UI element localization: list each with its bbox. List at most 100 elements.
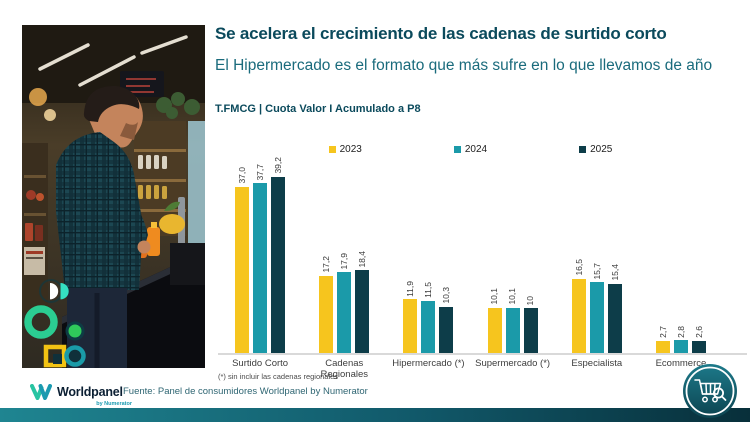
bar-with-label: 15,7	[589, 160, 604, 353]
bar-2025	[271, 176, 286, 353]
bar-value-label: 2,8	[675, 325, 686, 338]
logo-brand-text: Worldpanel	[57, 385, 123, 399]
bar-value-label: 17,9	[339, 252, 349, 270]
bar-2025	[355, 270, 370, 353]
bar-2025	[439, 306, 454, 353]
chart-footnote: (*) sin incluir las cadenas regionales	[218, 372, 339, 381]
bar-2024	[421, 301, 436, 353]
bar-group: 10,1 10,1 10	[471, 160, 555, 353]
bar-with-label: 16,5	[571, 160, 586, 353]
bar-with-label: 10,1	[487, 160, 502, 353]
chart-kicker: T.FMCG | Cuota Valor I Acumulado a P8	[215, 103, 421, 115]
category-label: Surtido Corto	[232, 358, 289, 369]
bar-2024	[337, 272, 352, 353]
decor-ring-teal	[64, 345, 86, 367]
bar-group: 16,5 15,7 15,4	[555, 160, 639, 353]
category-label: Hipermercado (*)	[392, 358, 465, 369]
bar-value-label: 10,1	[507, 288, 518, 305]
bar-value-label: 11,9	[405, 280, 416, 297]
bar-with-label: 2,7	[655, 160, 670, 353]
worldpanel-w-icon	[30, 384, 52, 400]
bar-value-label: 39,2	[272, 157, 283, 174]
shopper	[56, 85, 151, 368]
cart-search-badge	[682, 363, 738, 419]
bar-value-label: 10	[525, 295, 536, 305]
bar-with-label: 37,7	[253, 160, 268, 353]
legend-item-2023: 2023	[328, 144, 362, 155]
bar-value-label: 18,4	[357, 250, 367, 268]
x-axis-line	[218, 353, 747, 355]
category-label: Cadenas Regionales	[320, 358, 369, 380]
decor-square-dark	[53, 354, 62, 364]
category-label: Supermercado (*)	[475, 358, 551, 369]
bar-group: 11,9 11,5 10,3	[386, 160, 470, 353]
legend-label: 2023	[339, 144, 362, 155]
bar-value-label: 15,4	[609, 264, 620, 281]
bar-with-label: 10,3	[439, 160, 454, 353]
legend-label: 2025	[590, 144, 613, 155]
decor-square-yellow	[43, 344, 67, 368]
bar-value-label: 11,5	[423, 282, 434, 299]
bar-with-label: 17,2	[319, 160, 334, 353]
bar-with-label: 10	[523, 160, 538, 353]
bar-2024	[253, 183, 268, 353]
bar-with-label: 2,6	[691, 160, 706, 353]
logo-sub-text: by Numerator	[96, 401, 132, 407]
chart-legend: 2023 2024 2025	[218, 144, 723, 155]
legend-swatch-icon	[453, 146, 461, 153]
bar-2023	[487, 307, 502, 353]
bar-2023	[571, 278, 586, 353]
bar-with-label: 39,2	[271, 157, 286, 353]
bar-2023	[403, 299, 418, 353]
ceiling-lights	[38, 35, 188, 87]
decor-half-disc-white	[50, 283, 59, 300]
legend-swatch-icon	[328, 146, 336, 153]
bar-with-label: 37,0	[235, 160, 250, 353]
bar-with-label: 2,8	[673, 160, 688, 353]
store-photo	[22, 25, 205, 368]
legend-item-2025: 2025	[579, 144, 612, 155]
bar-with-label: 15,4	[607, 160, 622, 353]
bar-2024	[673, 340, 688, 353]
bar-with-label: 10,1	[505, 160, 520, 353]
bar-value-label: 15,7	[591, 262, 602, 280]
bar-with-label: 17,9	[337, 160, 352, 353]
legend-swatch-icon	[579, 146, 587, 153]
legend-item-2024: 2024	[453, 144, 488, 155]
source-text: Fuente: Panel de consumidores Worldpanel…	[123, 386, 368, 397]
legend-label: 2024	[464, 144, 488, 155]
bar-value-label: 2,6	[693, 326, 704, 339]
bar-2024	[589, 282, 604, 353]
bar-2023	[655, 340, 670, 353]
category-labels: Surtido Corto Cadenas Regionales Hipermerc…	[218, 358, 723, 380]
bar-2023	[235, 186, 250, 353]
bar-group: 17,2 17,9 18,4	[302, 160, 386, 353]
store-photo-illustration	[22, 25, 205, 368]
footer-bar	[0, 408, 750, 422]
bar-value-label: 10,3	[441, 287, 452, 304]
bar-value-label: 17,2	[321, 256, 331, 273]
bar-with-label: 11,5	[421, 160, 436, 353]
bar-value-label: 37,7	[254, 163, 265, 181]
plants	[156, 92, 200, 119]
page-title: Se acelera el crecimiento de las cadenas…	[215, 24, 667, 43]
bar-group: 2,7 2,8 2,6	[639, 160, 723, 353]
category-label: Ecommerce	[655, 358, 707, 369]
cart-search-icon	[683, 364, 737, 418]
bar-2025	[523, 308, 538, 353]
bar-value-label: 2,7	[657, 326, 668, 338]
decor-ring-green	[24, 305, 58, 339]
bar-2025	[691, 341, 706, 353]
decor-half-disc-mint	[60, 283, 69, 300]
category-label: Especialista	[571, 358, 623, 369]
bar-with-label: 18,4	[355, 160, 370, 353]
decor-dot-green	[65, 321, 85, 341]
bar-value-label: 10,1	[489, 288, 500, 305]
bar-chart: 37,0 37,7 39,2 17,2 17,9 18,4 11,9 11,5 10,3 10,1…	[218, 157, 723, 353]
bar-2025	[607, 283, 622, 353]
bar-value-label: 37,0	[236, 166, 247, 184]
bar-2024	[505, 307, 520, 353]
bar-with-label: 11,9	[403, 160, 418, 353]
bar-group: 37,0 37,7 39,2	[218, 157, 302, 353]
